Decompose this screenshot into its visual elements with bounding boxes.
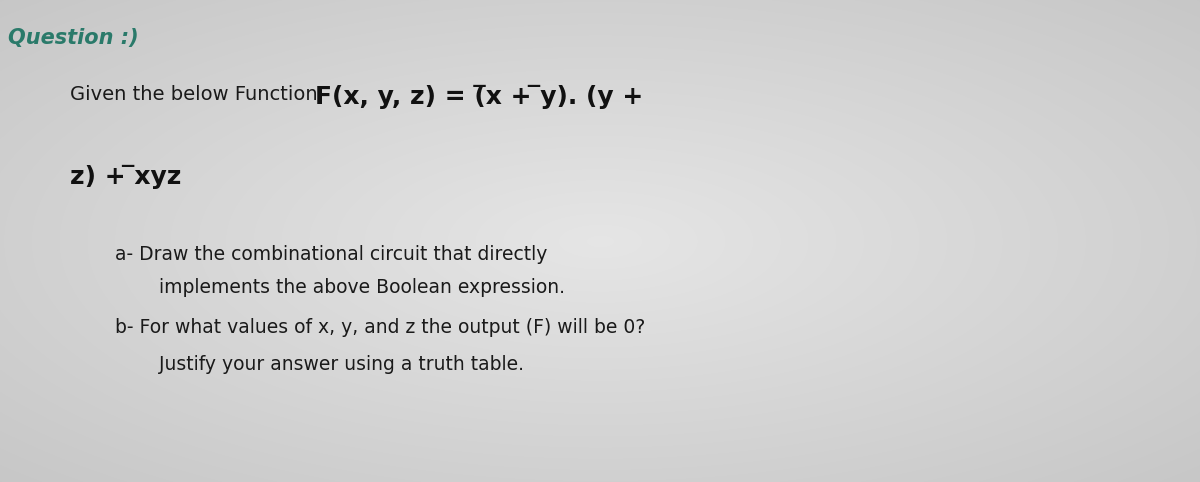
Text: Justify your answer using a truth table.: Justify your answer using a truth table. — [134, 355, 524, 374]
Text: F(x, y, z) = (̅x + ̅y). (y +: F(x, y, z) = (̅x + ̅y). (y + — [314, 85, 643, 109]
Text: b- For what values of x, y, and z the output (F) will be 0?: b- For what values of x, y, and z the ou… — [115, 318, 646, 337]
Text: Question :): Question :) — [8, 28, 139, 48]
Text: Given the below Function:: Given the below Function: — [70, 85, 337, 104]
Text: a- Draw the combinational circuit that directly: a- Draw the combinational circuit that d… — [115, 245, 547, 264]
Text: z) + ̅xyz: z) + ̅xyz — [70, 165, 181, 189]
Text: implements the above Boolean expression.: implements the above Boolean expression. — [134, 278, 565, 297]
